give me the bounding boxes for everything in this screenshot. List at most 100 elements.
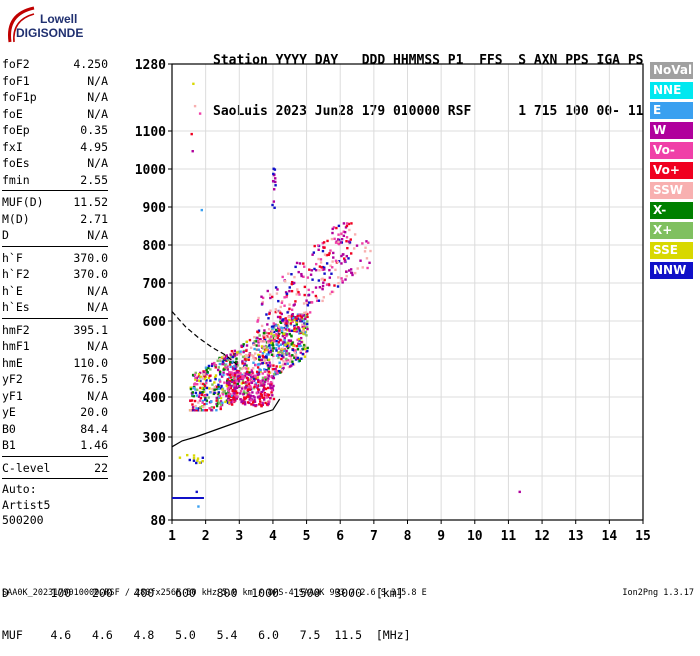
echo-point bbox=[300, 340, 303, 344]
echo-point bbox=[194, 391, 198, 395]
echo-point bbox=[233, 373, 236, 377]
echo-point bbox=[314, 294, 318, 298]
echo-point bbox=[303, 331, 307, 334]
echo-point bbox=[286, 346, 290, 350]
echo-point bbox=[260, 394, 264, 398]
echo-point bbox=[267, 377, 270, 380]
echo-point bbox=[230, 379, 234, 382]
echo-point bbox=[227, 393, 230, 396]
echo-point bbox=[241, 355, 245, 358]
echo-point bbox=[253, 352, 257, 355]
polarization-legend: NoVal NNE E W Vo- Vo+ SSW X- X+ SSE NNW bbox=[650, 62, 693, 282]
echo-point bbox=[295, 293, 298, 296]
echo-point bbox=[345, 270, 348, 273]
echo-point bbox=[296, 356, 300, 360]
echo-point bbox=[233, 384, 237, 387]
echo-point bbox=[275, 332, 278, 336]
echo-point bbox=[244, 358, 247, 361]
echo-point bbox=[311, 290, 314, 294]
true-height-profile-curve bbox=[171, 398, 281, 448]
echo-point bbox=[282, 356, 285, 359]
echo-point bbox=[193, 409, 197, 412]
echo-point bbox=[302, 345, 305, 349]
echo-point bbox=[249, 346, 253, 349]
echo-point bbox=[192, 82, 195, 86]
echo-point bbox=[194, 404, 197, 408]
echo-point bbox=[230, 394, 234, 398]
x-tick-label: 9 bbox=[437, 529, 445, 544]
echo-point bbox=[199, 375, 202, 379]
echo-point bbox=[186, 453, 189, 457]
echo-point bbox=[297, 342, 300, 345]
param-divider bbox=[2, 190, 108, 191]
echo-point bbox=[269, 384, 272, 387]
echo-point bbox=[241, 379, 245, 382]
echo-point bbox=[278, 330, 282, 334]
echo-point bbox=[264, 378, 267, 381]
echo-point bbox=[211, 362, 214, 366]
echo-point bbox=[328, 276, 332, 279]
echo-point bbox=[263, 340, 266, 343]
param-name: B0 bbox=[2, 421, 16, 436]
echo-point bbox=[198, 371, 202, 375]
param-value: N/A bbox=[87, 90, 108, 104]
echo-point bbox=[254, 374, 257, 377]
echo-point bbox=[193, 399, 197, 403]
echo-point bbox=[307, 294, 310, 297]
echo-point bbox=[272, 188, 276, 191]
echo-point bbox=[275, 349, 278, 352]
echo-point bbox=[268, 361, 271, 364]
echo-point bbox=[289, 339, 293, 342]
echo-point bbox=[264, 401, 267, 405]
echo-point bbox=[259, 401, 263, 405]
echo-point bbox=[294, 265, 297, 269]
param-value: 84.4 bbox=[80, 421, 108, 436]
echo-point bbox=[293, 275, 296, 279]
echo-point bbox=[231, 355, 235, 359]
echo-point bbox=[213, 386, 216, 389]
echo-point bbox=[281, 319, 284, 322]
echo-point bbox=[274, 177, 277, 180]
echo-point bbox=[272, 167, 275, 170]
echo-point bbox=[267, 374, 271, 378]
echo-point bbox=[219, 407, 222, 411]
echo-point bbox=[351, 273, 354, 277]
echo-point bbox=[308, 268, 311, 271]
echo-point bbox=[294, 353, 298, 356]
echo-point bbox=[195, 490, 198, 494]
param-value: 110.0 bbox=[73, 355, 108, 370]
echo-point bbox=[217, 392, 220, 396]
echo-point bbox=[285, 322, 288, 325]
echo-point bbox=[303, 355, 307, 358]
echo-point bbox=[221, 362, 224, 366]
muf-distance-table: D 100 200 400 600 800 1000 1500 3000 [km… bbox=[2, 558, 411, 656]
echo-point bbox=[282, 349, 286, 353]
param-row: foF2 4.250 bbox=[2, 56, 108, 73]
param-name: D bbox=[2, 228, 9, 242]
echo-point bbox=[306, 349, 309, 353]
echo-point bbox=[203, 386, 206, 390]
echo-point bbox=[212, 361, 216, 365]
echo-point bbox=[266, 341, 270, 344]
echo-point bbox=[299, 349, 303, 352]
echo-point bbox=[274, 367, 277, 371]
echo-point bbox=[337, 240, 340, 243]
echo-point bbox=[245, 384, 248, 387]
echo-point bbox=[258, 334, 261, 337]
echo-point bbox=[304, 317, 307, 321]
param-name: foEs bbox=[2, 156, 30, 170]
echo-point bbox=[243, 398, 246, 401]
echo-point bbox=[229, 353, 232, 356]
echo-point bbox=[304, 315, 307, 318]
param-row: fxI 4.95 bbox=[2, 139, 108, 156]
echo-point bbox=[279, 311, 282, 315]
echo-point bbox=[267, 382, 270, 385]
echo-point bbox=[272, 347, 275, 350]
echo-point bbox=[252, 361, 255, 364]
echo-point bbox=[202, 390, 205, 394]
echo-point bbox=[342, 230, 345, 233]
echo-point bbox=[227, 399, 230, 402]
echo-point bbox=[245, 344, 249, 347]
echo-point bbox=[278, 353, 281, 357]
echo-point bbox=[253, 339, 257, 343]
